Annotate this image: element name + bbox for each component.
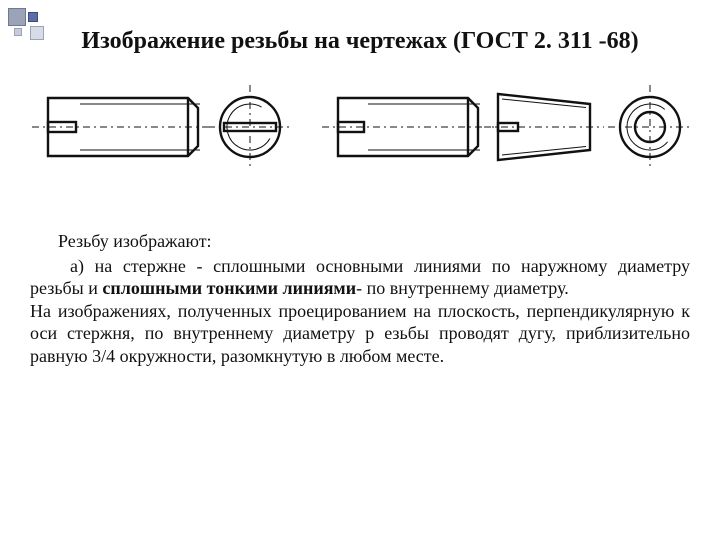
para-a-bold: сплошными тонкими линиями xyxy=(102,278,356,298)
decor-square xyxy=(8,8,26,26)
para-a: а) на стержне - сплошными основными лини… xyxy=(30,255,690,300)
thread-drawing-svg xyxy=(0,80,720,190)
para-a-tail: - по внутреннему диаметру. xyxy=(356,278,569,298)
thread-figure xyxy=(0,80,720,190)
intro-line: Резьбу изображают: xyxy=(30,230,690,253)
decor-square xyxy=(28,12,38,22)
slide: Изображение резьбы на чертежах (ГОСТ 2. … xyxy=(0,0,720,540)
para-b: На изображениях, полученных проецировани… xyxy=(30,300,690,368)
page-title: Изображение резьбы на чертежах (ГОСТ 2. … xyxy=(0,28,720,55)
body-text: Резьбу изображают: а) на стержне - сплош… xyxy=(30,230,690,367)
